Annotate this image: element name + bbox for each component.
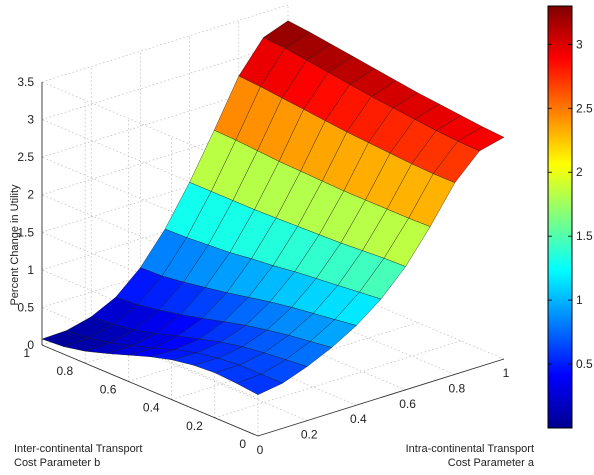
z-tick-label: 2 <box>27 188 34 202</box>
x-axis-label-line1: Intra-continental Transport <box>406 443 534 455</box>
x-tick-label: 1 <box>503 366 510 380</box>
colorbar <box>547 5 573 429</box>
y-tick-label: 0.8 <box>57 364 74 378</box>
y-tick-label: 0.2 <box>186 419 203 433</box>
y-tick-label: 1 <box>23 346 30 360</box>
x-tick-label: 0.2 <box>301 428 318 442</box>
surface-patches <box>41 20 505 395</box>
z-tick-label: 2.5 <box>17 150 34 164</box>
colorbar-ticks: 0.5 1 1.5 2 2.5 3 <box>548 37 593 371</box>
z-tick-label: 1.5 <box>17 225 34 239</box>
z-axis-label: Percent Change in Utility <box>9 184 21 306</box>
colorbar-tick-label: 2 <box>576 165 583 179</box>
colorbar-tick-label: 3 <box>576 37 583 51</box>
colorbar-tick-label: 2.5 <box>576 101 593 115</box>
colorbar-tick-label: 1 <box>576 293 583 307</box>
z-tick-label: 3 <box>27 113 34 127</box>
z-tick-label: 3.5 <box>17 75 34 89</box>
y-tick-label: 0 <box>239 437 246 451</box>
colorbar-tick-label: 1.5 <box>576 229 593 243</box>
x-tick-label: 0.8 <box>448 381 465 395</box>
surface-patch <box>41 330 89 347</box>
z-tick-label: 1 <box>27 263 34 277</box>
x-tick-label: 0.6 <box>399 397 416 411</box>
y-axis-label-line2: Cost Parameter b <box>14 457 100 469</box>
y-tick-label: 0.6 <box>100 382 117 396</box>
x-tick-label: 0.4 <box>350 412 367 426</box>
y-axis-label-line1: Inter-continental Transport <box>14 443 142 455</box>
axis-ticks: 00.511.522.533.500.20.40.60.8100.20.40.6… <box>17 75 509 457</box>
x-tick-label: 0 <box>257 443 264 457</box>
z-tick-label: 0 <box>27 338 34 352</box>
x-axis-label-line2: Cost Parameter a <box>448 457 535 469</box>
z-tick-label: 0.5 <box>17 300 34 314</box>
y-tick-label: 0.4 <box>143 401 160 415</box>
colorbar-tick-label: 0.5 <box>576 357 593 371</box>
